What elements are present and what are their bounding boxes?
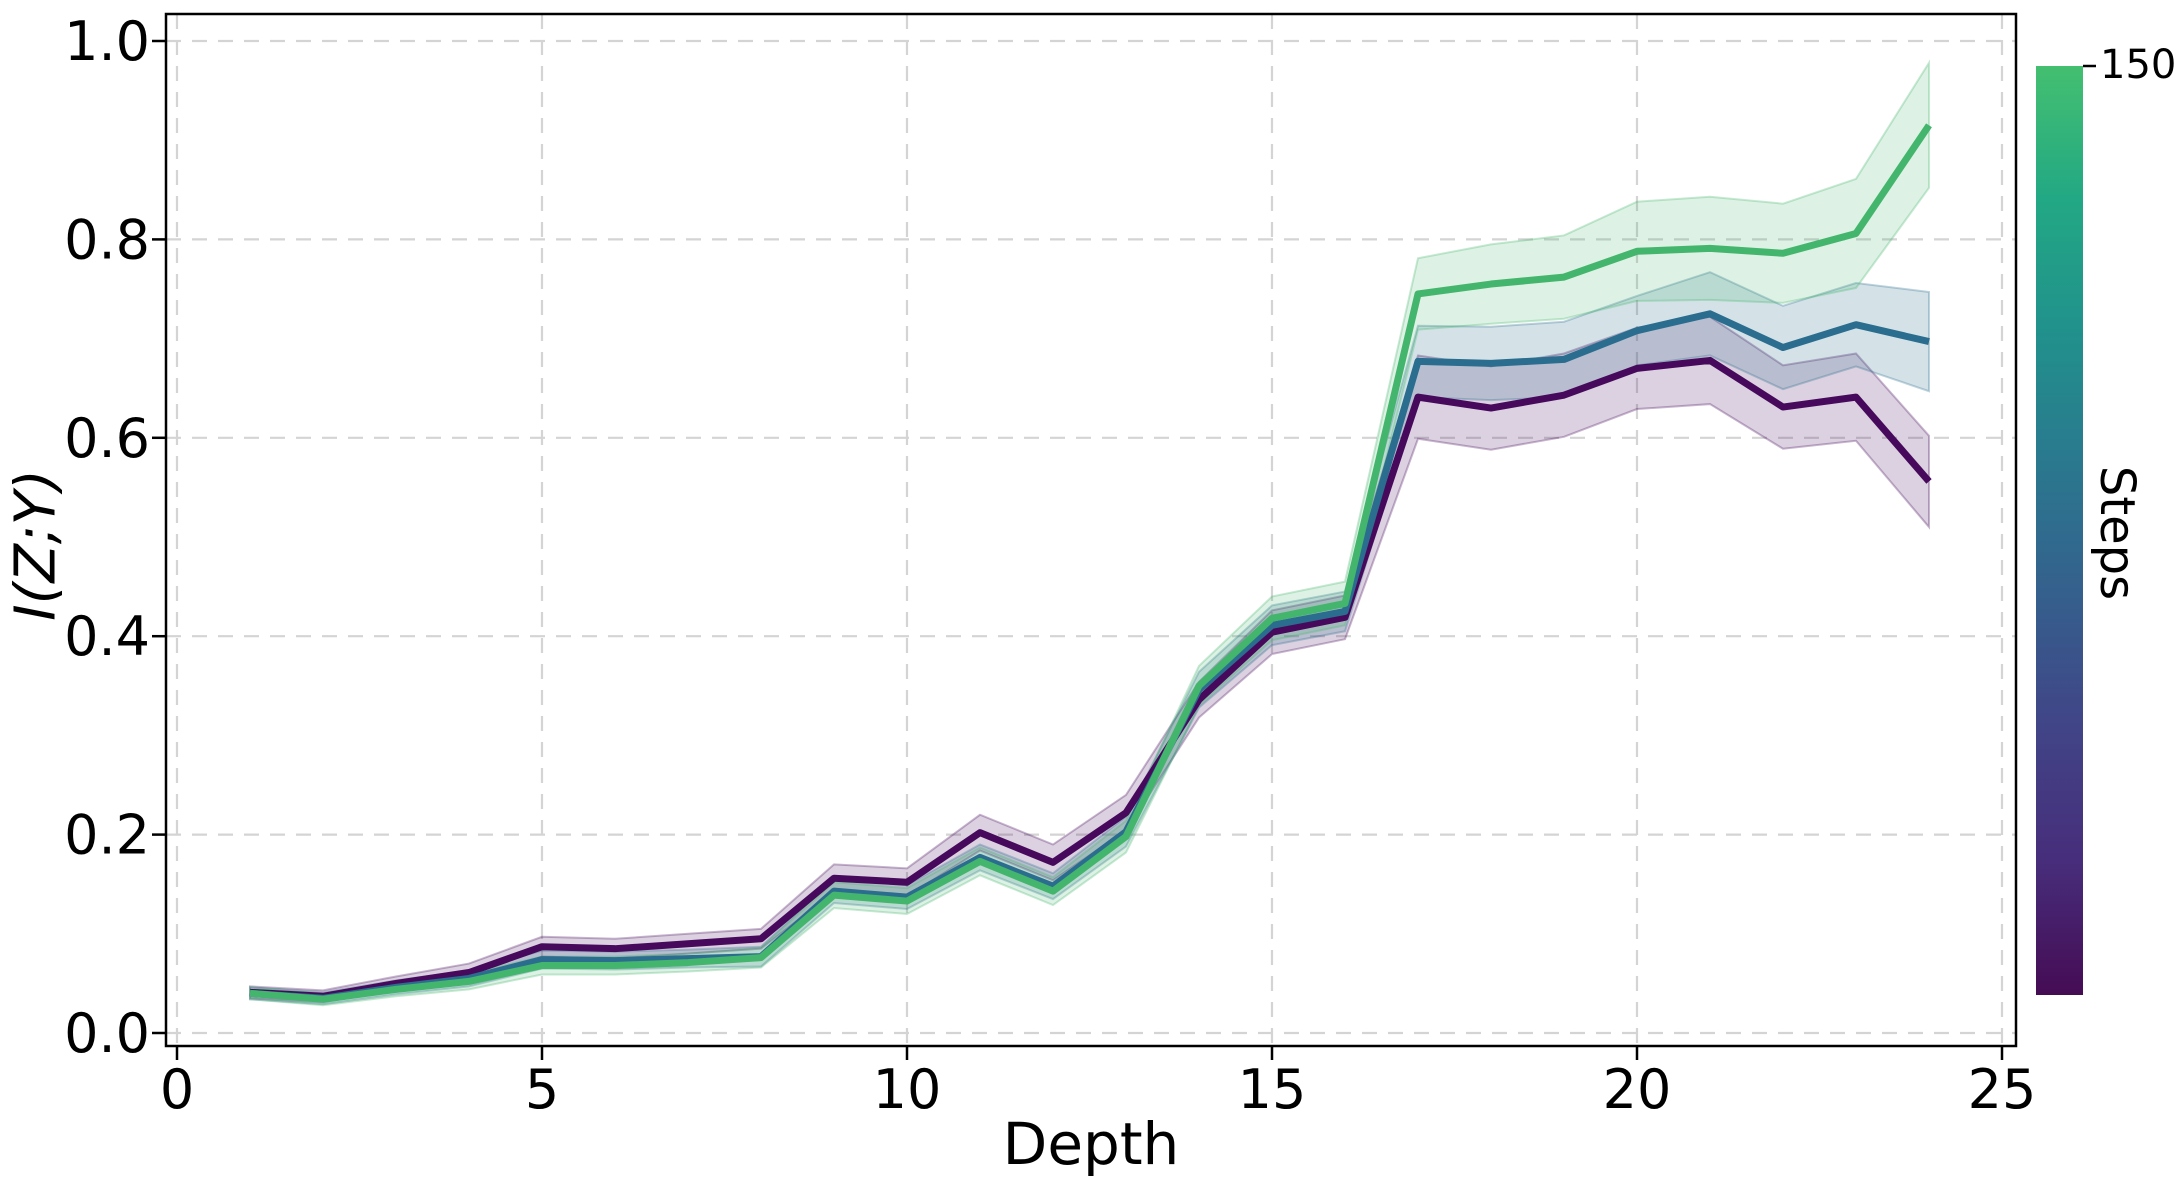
colorbar-gradient [2036,66,2083,995]
colorbar-tick-label: 150 [2100,42,2177,88]
y-axis-label: I(Z;Y) [3,469,69,621]
x-tick-label: 0 [160,1058,194,1121]
x-axis-label: Depth [1002,1110,1180,1178]
y-tick-label: 1.0 [64,10,150,73]
x-tick-label: 10 [873,1058,942,1121]
colorbar-label: Steps [2089,465,2145,601]
x-tick-label: 20 [1603,1058,1672,1121]
y-tick-label: 0.2 [64,804,150,867]
y-tick-label: 0.4 [64,605,150,668]
x-tick-label: 5 [525,1058,559,1121]
y-tick-label: 0.6 [64,407,150,470]
x-tick-label: 15 [1238,1058,1307,1121]
confidence-band-steps-50 [249,315,1930,1004]
series-line-steps-50 [249,356,1932,1000]
series-line-steps-150 [249,123,1932,1003]
plot-border [164,12,2018,1048]
y-tick-label: 0.8 [64,208,150,271]
y-tick-label: 0.0 [64,1002,150,1065]
x-tick-label: 25 [1968,1058,2037,1121]
series-line-steps-100 [249,310,1930,1002]
